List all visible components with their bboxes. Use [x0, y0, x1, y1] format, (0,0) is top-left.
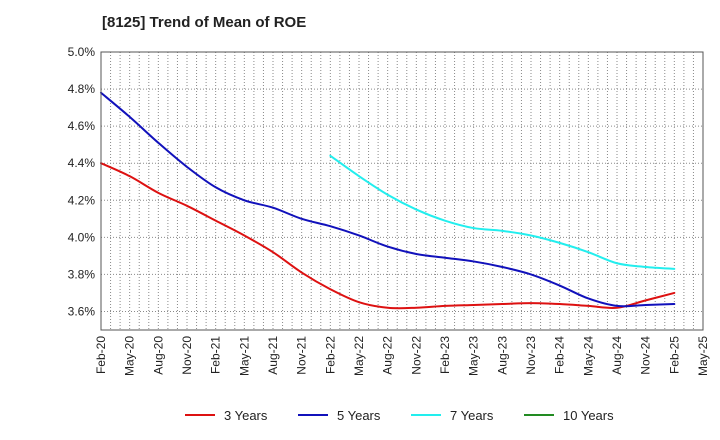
x-tick-label: Feb-21 [209, 336, 223, 374]
x-tick-label: Aug-23 [495, 336, 509, 375]
x-tick-label: Aug-21 [266, 336, 280, 375]
y-tick-label: 4.8% [68, 82, 96, 96]
legend-label-5-years: 5 Years [337, 408, 381, 423]
series-line-7-years [329, 154, 676, 270]
x-tick-label: Aug-20 [151, 336, 165, 375]
x-tick-label: Feb-20 [94, 336, 108, 374]
chart-title: [8125] Trend of Mean of ROE [102, 14, 307, 31]
x-tick-label: Nov-24 [639, 336, 653, 375]
series-line-5-years [100, 91, 676, 308]
grid-layer [101, 52, 703, 330]
x-tick-label: Feb-23 [438, 336, 452, 374]
y-tick-label: 3.8% [68, 267, 96, 281]
legend-label-7-years: 7 Years [450, 408, 494, 423]
plot-frame [100, 51, 704, 331]
x-tick-label: Nov-22 [409, 336, 423, 375]
x-tick-label: Feb-24 [553, 336, 567, 374]
x-tick-label: May-23 [467, 336, 481, 376]
series-line-3-years [100, 162, 676, 310]
y-axis-labels: 3.6% 3.8% 4.0% 4.2% 4.4% 4.6% 4.8% 5.0% [68, 45, 96, 318]
x-tick-label: Nov-23 [524, 336, 538, 375]
y-tick-label: 4.6% [68, 119, 96, 133]
legend-label-3-years: 3 Years [224, 408, 268, 423]
y-tick-label: 4.4% [68, 156, 96, 170]
x-tick-label: May-20 [123, 336, 137, 376]
y-tick-label: 3.6% [68, 304, 96, 318]
legend: 3 Years 5 Years 7 Years 10 Years [185, 408, 614, 423]
y-tick-label: 4.2% [68, 193, 96, 207]
y-tick-label: 5.0% [68, 45, 96, 59]
x-tick-label: Nov-21 [295, 336, 309, 375]
x-axis-labels: Feb-20 May-20 Aug-20 Nov-20 Feb-21 May-21 Aug-… [94, 336, 710, 376]
x-tick-label: Feb-22 [323, 336, 337, 374]
legend-label-10-years: 10 Years [563, 408, 614, 423]
x-tick-label: Feb-25 [667, 336, 681, 374]
y-tick-label: 4.0% [68, 230, 96, 244]
x-tick-label: May-21 [237, 336, 251, 376]
x-tick-label: Aug-22 [381, 336, 395, 375]
x-tick-label: May-24 [581, 336, 595, 376]
x-tick-label: Nov-20 [180, 336, 194, 375]
x-tick-label: May-22 [352, 336, 366, 376]
x-tick-label: Aug-24 [610, 336, 624, 375]
series-layer [100, 91, 676, 310]
x-tick-label: May-25 [696, 336, 710, 376]
